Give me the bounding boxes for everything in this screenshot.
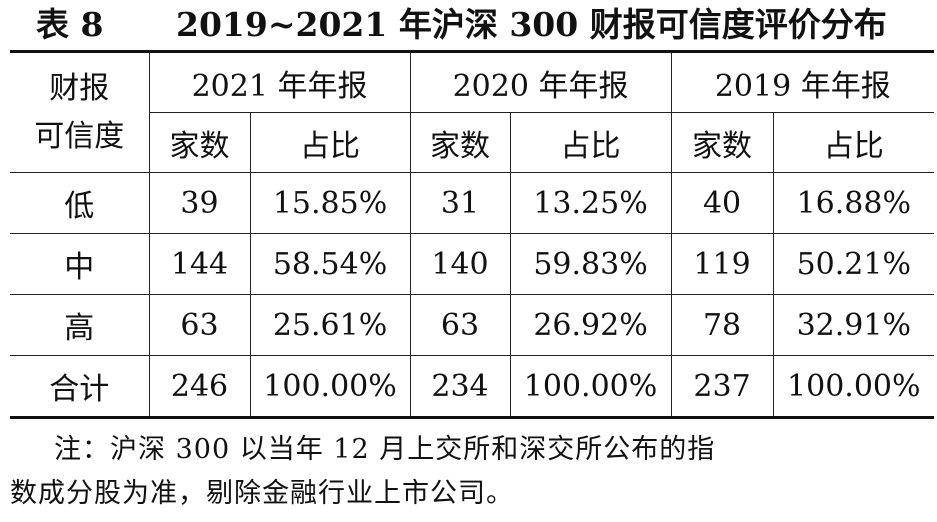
table-row-medium: 中 144 58.54% 140 59.83% 119 50.21% [10, 233, 935, 295]
cell-count: 144 [148, 233, 251, 295]
table-row-total: 合计 246 100.00% 234 100.00% 237 100.00% [10, 355, 935, 419]
cell-share: 100.00% [249, 355, 411, 419]
cell-count: 31 [409, 172, 511, 234]
sub-header-share: 占比 [249, 112, 411, 173]
sub-header-count: 家数 [149, 112, 251, 173]
cell-count: 78 [670, 294, 774, 356]
table-title: 表 8 2019~2021 年沪深 300 财报可信度评价分布 [0, 4, 937, 46]
cell-share: 100.00% [772, 355, 935, 419]
table-row-low: 低 39 15.85% 31 13.25% 40 16.88% [10, 172, 935, 234]
row-label: 高 [10, 294, 150, 356]
cell-share: 25.61% [249, 294, 411, 356]
cell-count: 40 [670, 172, 774, 234]
sub-header-share: 占比 [772, 112, 935, 173]
sub-header-share: 占比 [509, 112, 672, 173]
cell-count: 234 [409, 355, 511, 419]
cell-count: 140 [409, 233, 511, 295]
cell-share: 58.54% [249, 233, 411, 295]
cell-count: 237 [670, 355, 774, 419]
cell-share: 16.88% [772, 172, 935, 234]
note-line-1: 注：沪深 300 以当年 12 月上交所和深交所公布的指 [54, 434, 716, 465]
cell-count: 63 [148, 294, 251, 356]
cell-share: 50.21% [772, 233, 935, 295]
cell-share: 15.85% [249, 172, 411, 234]
cell-share: 59.83% [509, 233, 672, 295]
sub-header-count: 家数 [409, 112, 511, 173]
year-header-2019: 2019 年年报 [670, 50, 935, 113]
row-label: 中 [10, 233, 150, 295]
credibility-distribution-table: 财报 可信度 2021 年年报 2020 年年报 2019 年年报 家数 占比 … [10, 50, 935, 419]
cell-share: 13.25% [509, 172, 672, 234]
year-header-2021: 2021 年年报 [148, 50, 411, 113]
cell-count: 119 [670, 233, 774, 295]
sub-header-count: 家数 [670, 112, 774, 173]
cell-count: 246 [148, 355, 251, 419]
table-caption: 2019~2021 年沪深 300 财报可信度评价分布 [176, 5, 887, 44]
table-number: 表 8 [36, 5, 104, 44]
row-label: 低 [10, 172, 150, 234]
cell-count: 39 [148, 172, 251, 234]
row-header-line-1: 财报 [49, 70, 110, 106]
row-header-line-2: 可信度 [34, 118, 125, 154]
table-row-high: 高 63 25.61% 63 26.92% 78 32.91% [10, 294, 935, 356]
cell-share: 26.92% [509, 294, 672, 356]
table-note: 注：沪深 300 以当年 12 月上交所和深交所公布的指 数成分股为准，剔除金融… [10, 428, 934, 516]
row-label: 合计 [10, 355, 150, 419]
year-header-2020: 2020 年年报 [409, 50, 672, 113]
note-line-2: 数成分股为准，剔除金融行业上市公司。 [10, 478, 514, 509]
cell-share: 100.00% [509, 355, 672, 419]
cell-share: 32.91% [772, 294, 935, 356]
row-header-cell: 财报 可信度 [10, 50, 150, 173]
cell-count: 63 [409, 294, 511, 356]
